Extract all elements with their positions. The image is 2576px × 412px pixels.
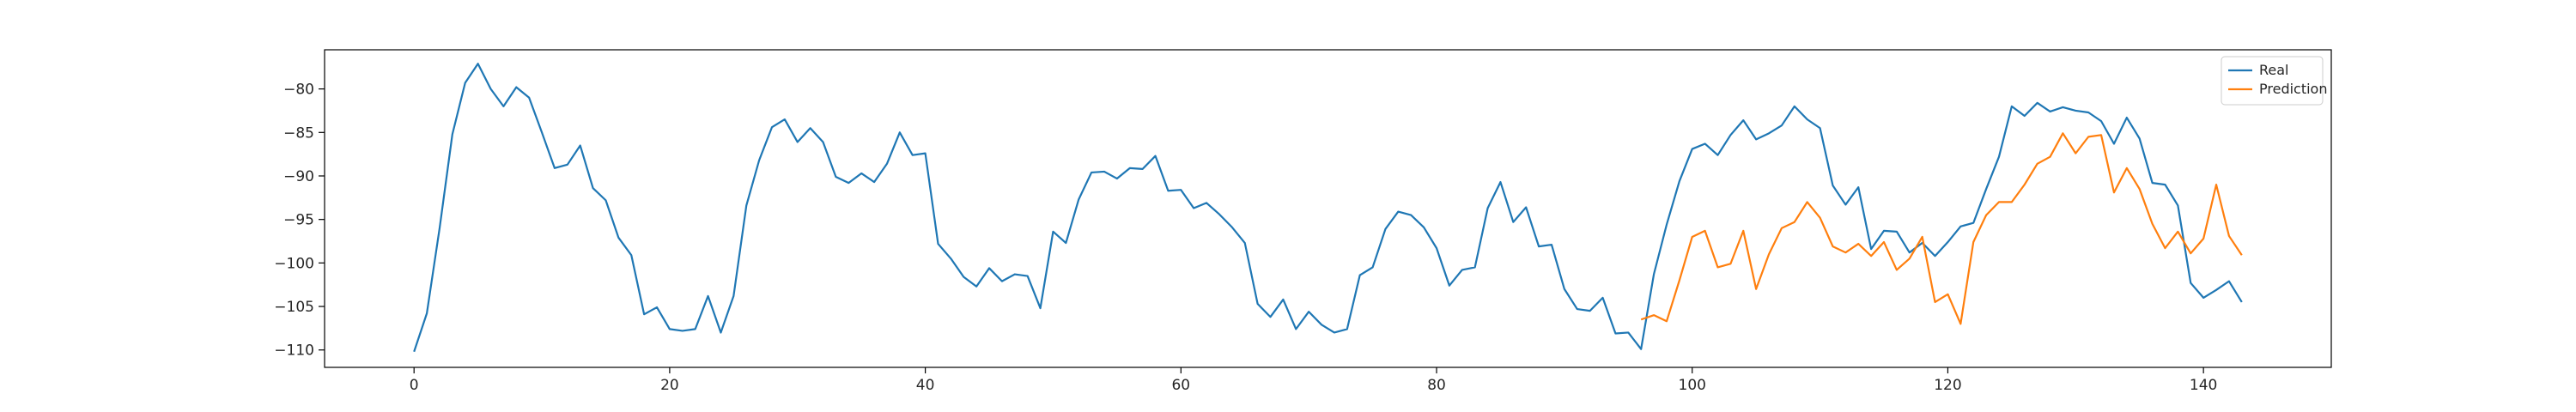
y-tick-label: −90	[283, 168, 314, 185]
y-tick-label: −105	[274, 299, 314, 316]
x-tick-label: 140	[2190, 377, 2217, 394]
x-tick-label: 80	[1427, 377, 1446, 394]
legend: Real Prediction	[2221, 56, 2327, 106]
x-tick-label: 120	[1934, 377, 1961, 394]
x-tick-label: 100	[1679, 377, 1706, 394]
axes	[324, 49, 2332, 368]
series-line-prediction	[1640, 132, 2243, 325]
x-axis-ticks: 0 20 40 60 80 100 120 140	[410, 367, 2217, 394]
x-tick-label: 0	[410, 377, 419, 394]
y-axis-ticks: −80 −85 −90 −95 −100 −105 −110	[274, 82, 325, 360]
x-tick-label: 20	[660, 377, 679, 394]
y-tick-label: −95	[283, 212, 314, 229]
x-tick-label: 60	[1171, 377, 1190, 394]
x-tick-label: 40	[916, 377, 935, 394]
plot-frame	[324, 49, 2332, 368]
y-tick-label: −110	[274, 342, 314, 360]
legend-label-prediction: Prediction	[2259, 81, 2327, 97]
legend-box	[2221, 56, 2324, 106]
y-tick-label: −100	[274, 255, 314, 272]
y-tick-label: −85	[283, 124, 314, 142]
legend-label-real: Real	[2259, 62, 2289, 78]
y-tick-label: −80	[283, 82, 314, 99]
series-line-real	[413, 63, 2243, 353]
plot-lines	[413, 63, 2243, 353]
